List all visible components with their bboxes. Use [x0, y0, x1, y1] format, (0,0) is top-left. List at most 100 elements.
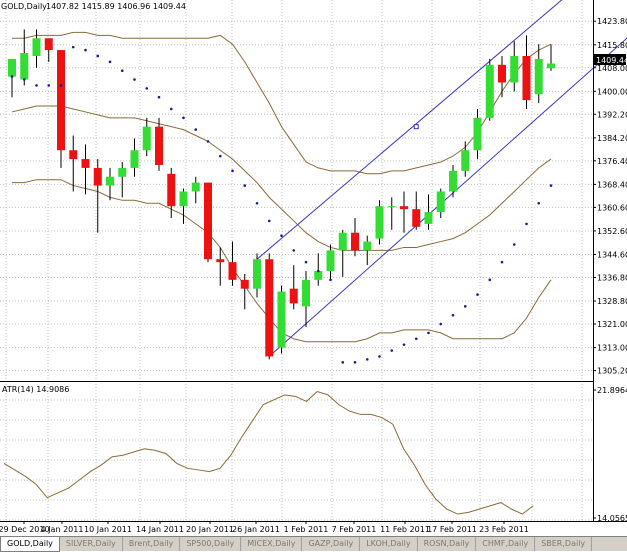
channel-anchor [413, 124, 419, 130]
time-tick-label: 7 Feb 2011 [332, 525, 377, 534]
sar-dot [194, 128, 198, 131]
price-tick-label: 1313.00 [597, 344, 627, 353]
price-tick-label: 1336.80 [597, 273, 627, 282]
candle [338, 229, 347, 277]
candle [461, 141, 470, 177]
bear-candle-body [522, 55, 531, 101]
candle [485, 58, 494, 121]
sar-dot [108, 60, 112, 64]
price-tick-label: 1415.80 [597, 41, 627, 50]
sar-dot [255, 201, 259, 205]
price-tick-label: 1376.40 [597, 157, 627, 166]
sar-dot [206, 140, 210, 143]
bear-candle-body [44, 38, 53, 51]
sar-dot [500, 260, 504, 264]
price-tick-label: 1321.00 [597, 320, 627, 329]
candle [277, 285, 286, 354]
bull-candle-body [8, 58, 16, 77]
bear-candle-body [204, 182, 212, 260]
sar-dot [476, 293, 479, 296]
bull-candle-body [363, 241, 372, 251]
bull-candle-body [130, 150, 139, 168]
candle [106, 167, 114, 201]
bear-candle-body [351, 232, 359, 251]
candle [240, 273, 249, 310]
symbol-tab[interactable]: SILVER,Daily [60, 537, 123, 551]
bear-candle-body [498, 64, 506, 83]
bear-candle-body [167, 173, 176, 207]
candle [204, 182, 212, 263]
bull-candle-body [547, 63, 555, 69]
symbol-tab[interactable]: MICEX,Daily [241, 537, 303, 551]
symbol-tab[interactable]: ROSN,Daily [418, 537, 477, 551]
symbol-tab[interactable]: GAZP,Daily [302, 537, 361, 551]
chart-canvas: 21.8964 14.0565 1423.80 1415.80 1408.00 1400… [0, 0, 627, 534]
sar-dot [427, 331, 430, 335]
bear-candle-body [400, 206, 408, 210]
sar-dot [537, 201, 541, 205]
bull-candle-body [473, 117, 482, 151]
time-tick-label: 23 Feb 2011 [479, 525, 529, 534]
price-tick-label: 1352.60 [597, 227, 627, 236]
symbol-tab[interactable]: Brent,Daily [123, 537, 181, 551]
sar-dot [47, 84, 51, 87]
sar-dot [218, 154, 222, 158]
sar-dot [365, 358, 369, 361]
sar-dot [231, 169, 234, 173]
candle [314, 253, 323, 286]
sar-dot [133, 78, 136, 81]
atr-tick-label: 14.0565 [597, 514, 627, 523]
time-tick-label: 10 Jan 2011 [84, 525, 132, 534]
bull-candle-body [20, 53, 29, 80]
price-tick-label: 1328.80 [597, 297, 627, 306]
sar-dot [414, 337, 418, 341]
price-tick-label: 1423.80 [597, 17, 627, 26]
symbol-tab[interactable]: SP500,Daily [180, 537, 242, 551]
sar-dot [267, 219, 271, 223]
candle [228, 241, 237, 286]
price-tick-label: 1384.20 [597, 134, 627, 143]
time-tick-label: 11 Feb 2011 [380, 525, 430, 534]
sar-dot [316, 269, 320, 273]
candle [167, 167, 176, 218]
price-tick-label: 1368.40 [597, 180, 627, 189]
bull-candle-body [424, 212, 433, 224]
bear-candle-body [412, 209, 421, 227]
candle [449, 164, 457, 198]
channel-upper-line [256, 0, 563, 260]
time-tick-label: 29 Dec 2010 [0, 525, 50, 534]
bear-candle-body [240, 279, 249, 289]
bear-candle-body [93, 167, 102, 186]
atr-title: ATR(14) 14.9086 [2, 385, 69, 394]
chart-background [0, 0, 593, 521]
price-tick-label: 1408.00 [597, 64, 627, 73]
candle [179, 188, 188, 224]
sar-dot [304, 260, 308, 264]
bear-candle-body [289, 288, 298, 304]
bear-candle-body [69, 150, 78, 160]
price-tick-label: 1344.60 [597, 251, 627, 260]
sar-dot [59, 84, 63, 87]
time-tick-label: 20 Jan 2011 [186, 525, 234, 534]
symbol-tab[interactable]: SBER,Daily [535, 537, 593, 551]
symbol-tab[interactable]: LKOH,Daily [360, 537, 418, 551]
bull-candle-body [179, 191, 188, 207]
symbol-tab[interactable]: CHMF,Daily [476, 537, 536, 551]
candle [57, 50, 65, 168]
sar-dot [145, 87, 149, 90]
candle [412, 191, 421, 230]
sar-dot [10, 75, 14, 78]
sar-dot [402, 343, 406, 346]
candle [44, 38, 53, 62]
sar-dot [84, 48, 87, 52]
candle [436, 188, 445, 218]
candle [32, 29, 41, 68]
candle [363, 235, 372, 266]
sar-dot [463, 305, 467, 308]
sar-dot [512, 243, 516, 246]
candle [351, 217, 359, 257]
candle [142, 117, 151, 157]
sar-dot [341, 361, 345, 364]
bull-candle-body [436, 191, 445, 213]
sar-dot [390, 349, 394, 352]
